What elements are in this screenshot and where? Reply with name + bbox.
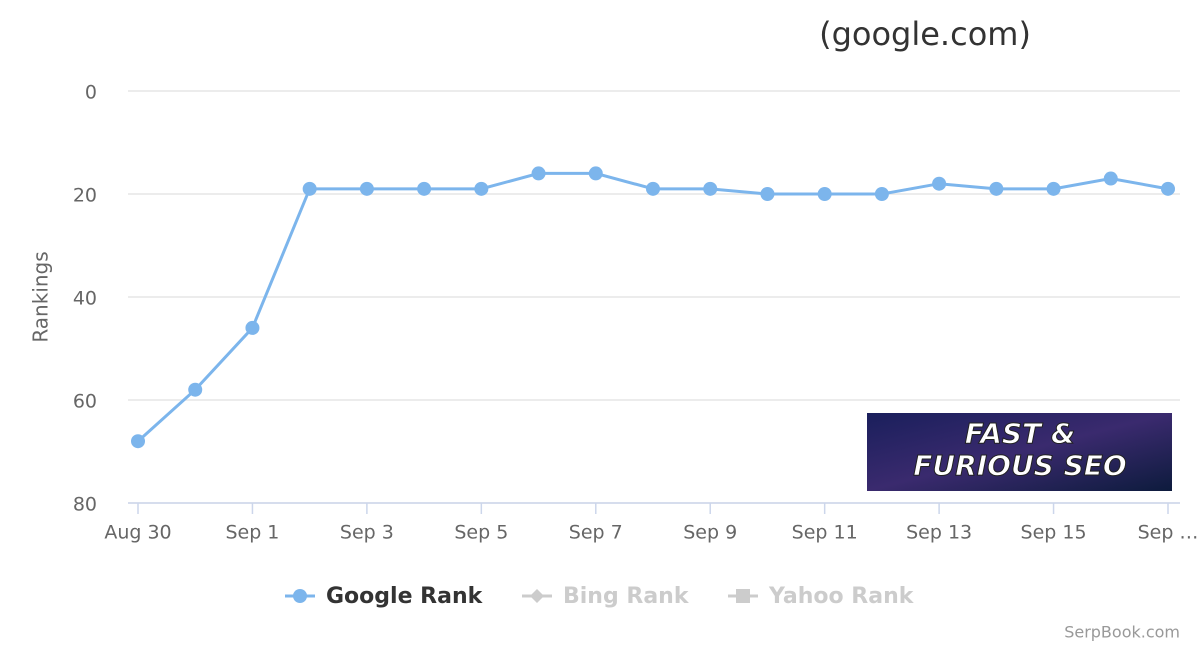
point <box>1161 181 1175 196</box>
y-tick-label: 40 <box>73 288 97 310</box>
x-tick-label: Sep … <box>1138 522 1199 544</box>
y-tick-label: 20 <box>73 185 97 207</box>
legend-item[interactable]: Google Rank <box>285 584 484 609</box>
point <box>588 166 603 181</box>
x-tick-label: Sep 9 <box>683 522 737 544</box>
badge-text: FURIOUS SEO <box>913 449 1126 482</box>
point <box>359 181 374 196</box>
x-tick-label: Sep 7 <box>569 522 623 544</box>
point <box>131 434 145 449</box>
legend-label: Bing Rank <box>563 584 690 609</box>
point <box>531 166 546 181</box>
line-series <box>136 171 1169 443</box>
legend-label: Yahoo Rank <box>768 584 915 609</box>
legend-marker <box>530 589 544 603</box>
x-tick-label: Sep 1 <box>225 522 279 544</box>
badge-text: FAST & <box>965 417 1076 450</box>
point <box>703 181 718 196</box>
chart-title: (google.com) <box>819 15 1031 53</box>
point <box>245 320 260 335</box>
y-tick-label: 80 <box>73 494 97 516</box>
x-tick-label: Sep 13 <box>906 522 972 544</box>
point <box>760 187 775 201</box>
point <box>1103 171 1118 186</box>
legend-item[interactable]: Bing Rank <box>522 584 690 609</box>
point <box>302 181 317 196</box>
point <box>646 181 660 196</box>
x-tick-label: Aug 30 <box>104 522 171 544</box>
point <box>874 187 889 201</box>
legend-marker <box>736 589 750 603</box>
point <box>1046 181 1061 196</box>
x-tick-label: Sep 15 <box>1021 522 1087 544</box>
badge-background <box>867 413 1172 491</box>
legend-item[interactable]: Yahoo Rank <box>728 584 915 609</box>
point <box>417 181 432 196</box>
point <box>188 382 203 397</box>
y-axis-label: Rankings <box>29 251 53 342</box>
point <box>474 181 489 196</box>
badge: FAST & FURIOUS SEO <box>867 413 1172 491</box>
legend-marker <box>293 589 307 603</box>
legend-label: Google Rank <box>326 584 484 609</box>
credit[interactable]: SerpBook.com <box>1064 623 1180 642</box>
y-tick-label: 60 <box>73 391 97 413</box>
point <box>817 187 832 201</box>
x-tick-label: Sep 11 <box>792 522 858 544</box>
x-tick-label: Sep 5 <box>454 522 508 544</box>
point <box>989 181 1004 196</box>
point <box>932 176 947 191</box>
x-tick-label: Sep 3 <box>340 522 394 544</box>
y-tick-label: 0 <box>85 82 97 104</box>
